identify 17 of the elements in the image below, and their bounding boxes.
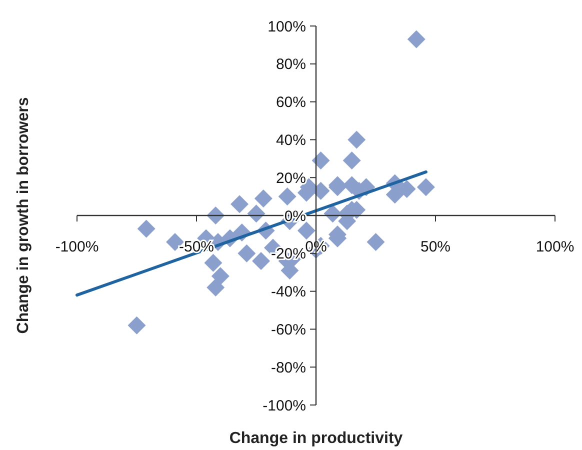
x-tick-label: 100% (536, 238, 574, 256)
y-tick-label: -40% (270, 284, 306, 301)
x-tick-label: -50% (178, 238, 214, 256)
x-axis-title: Change in productivity (229, 430, 403, 447)
y-tick-label: 80% (276, 56, 306, 74)
y-axis-title: Change in growth in borrowers (15, 97, 32, 334)
y-tick-label: -60% (270, 321, 306, 338)
y-tick-label: 20% (276, 170, 306, 187)
x-tick-label: 50% (420, 238, 451, 256)
x-tick-label: -100% (55, 238, 99, 256)
y-tick-label: -80% (270, 359, 306, 376)
y-tick-label: 0% (284, 208, 306, 225)
y-tick-label: 100% (268, 18, 306, 36)
y-tick-label: -20% (270, 246, 306, 263)
y-tick-label: 60% (276, 94, 306, 112)
y-tick-label: -100% (262, 397, 306, 414)
y-tick-label: 40% (276, 132, 306, 149)
